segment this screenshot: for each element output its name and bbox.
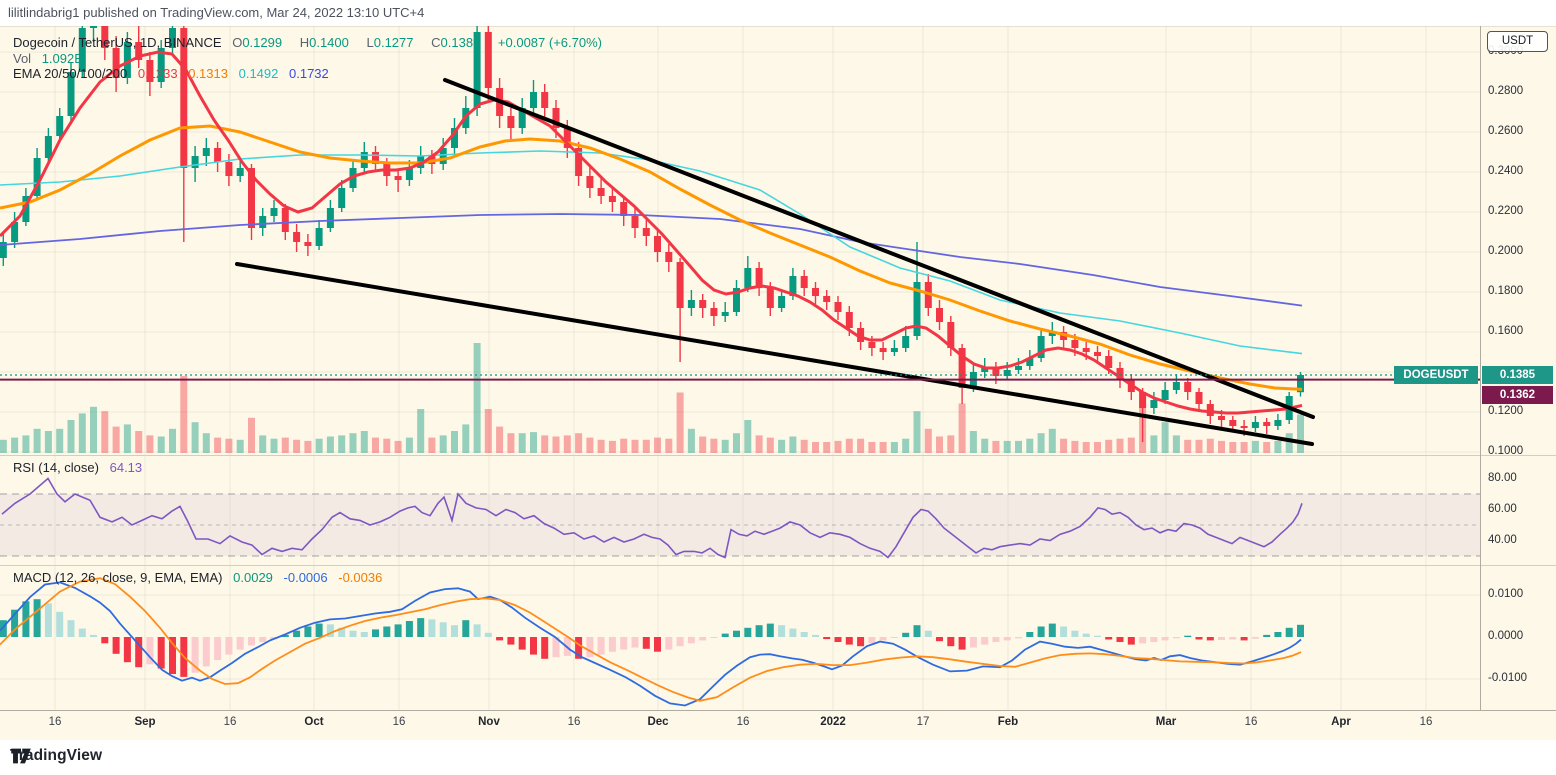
time-axis-label: Mar [1155,716,1177,728]
volume-legend-row[interactable]: Vol 1.092B [13,51,90,66]
tradingview-logo-icon [11,748,31,764]
macd-line-value: -0.0006 [283,570,328,585]
time-axis-label: Dec [647,716,669,728]
time-axis-label: 16 [1419,716,1433,728]
price-axis-label: 0.1200 [1488,405,1524,417]
rsi-axis-label: 40.00 [1488,534,1517,546]
currency-toggle-button[interactable]: USDT [1487,31,1548,52]
macd-signal-value: -0.0036 [338,570,383,585]
symbol-title: Dogecoin / TetherUS, 1D, BINANCE [13,35,222,50]
time-axis-border [0,710,1556,711]
time-axis-label: 16 [567,716,581,728]
macd-hist-value: 0.0029 [233,570,273,585]
time-axis-label: Feb [997,716,1019,728]
change-value: +0.0087 (+6.70%) [497,35,602,50]
ohlc-high: H0.1400 [299,35,349,50]
price-axis-label: 0.2200 [1488,205,1524,217]
price-axis-label: 0.2600 [1488,125,1524,137]
ema20-value: 0.1233 [137,66,178,81]
time-axis-label: Sep [134,716,156,728]
volume-label: Vol [13,51,32,66]
rsi-value: 64.13 [109,460,143,475]
ohlc-low: L0.1277 [366,35,414,50]
published-info-bar: lilitlindabrig1 published on TradingView… [0,0,1556,26]
level-price-badge: 0.1362 [1482,386,1553,404]
rsi-axis-label: 80.00 [1488,472,1517,484]
time-axis-label: 16 [392,716,406,728]
time-axis-label: Oct [304,716,324,728]
symbol-price-label: DOGEUSDT [1394,366,1478,384]
price-axis-label: 0.2000 [1488,245,1524,257]
chart-background [0,26,1556,740]
price-axis-label: 0.1800 [1488,285,1524,297]
price-axis-label: 0.1000 [1488,445,1524,457]
chart-canvas[interactable] [0,26,1556,710]
price-axis-label: 0.1600 [1488,325,1524,337]
ema50-value: 0.1313 [188,66,228,81]
rsi-label: RSI (14, close) [13,460,99,475]
time-axis-label: Nov [478,716,500,728]
price-axis-label: 0.2400 [1488,165,1524,177]
time-axis-label: 16 [223,716,237,728]
time-axis-label: 17 [916,716,930,728]
published-info-text: lilitlindabrig1 published on TradingView… [8,5,425,20]
macd-axis-label: 0.0000 [1488,630,1524,642]
ema-label: EMA 20/50/100/200 [13,66,128,81]
pane-separator-macd[interactable] [0,565,1556,566]
footer-bar [0,740,1556,775]
ohlc-open: O0.1299 [232,35,283,50]
ema100-value: 0.1492 [238,66,279,81]
price-axis[interactable] [1480,26,1556,710]
symbol-legend-row[interactable]: Dogecoin / TetherUS, 1D, BINANCE O0.1299… [13,35,609,50]
last-price-badge: 0.1385 [1482,366,1553,384]
macd-axis-label: -0.0100 [1488,672,1528,684]
ohlc-close: C0.1385 [431,35,481,50]
tradingview-logo-text: TradingView [10,747,103,764]
price-axis-label: 0.2800 [1488,85,1524,97]
ema-legend-row[interactable]: EMA 20/50/100/200 0.1233 0.1313 0.1492 0… [13,66,336,81]
pane-separator-rsi[interactable] [0,455,1556,456]
time-axis-label: 2022 [820,716,846,728]
time-axis-label: 16 [48,716,62,728]
rsi-legend-row[interactable]: RSI (14, close) 64.13 [13,460,149,475]
macd-label: MACD (12, 26, close, 9, EMA, EMA) [13,570,223,585]
macd-axis-label: 0.0100 [1488,588,1524,600]
tradingview-logo[interactable]: TradingView [10,747,102,765]
rsi-axis-label: 60.00 [1488,503,1517,515]
time-axis-label: Apr [1331,716,1351,728]
volume-value: 1.092B [41,51,83,66]
ema200-value: 0.1732 [289,66,329,81]
time-axis-label: 16 [736,716,750,728]
macd-legend-row[interactable]: MACD (12, 26, close, 9, EMA, EMA) 0.0029… [13,570,389,585]
time-axis-label: 16 [1244,716,1258,728]
